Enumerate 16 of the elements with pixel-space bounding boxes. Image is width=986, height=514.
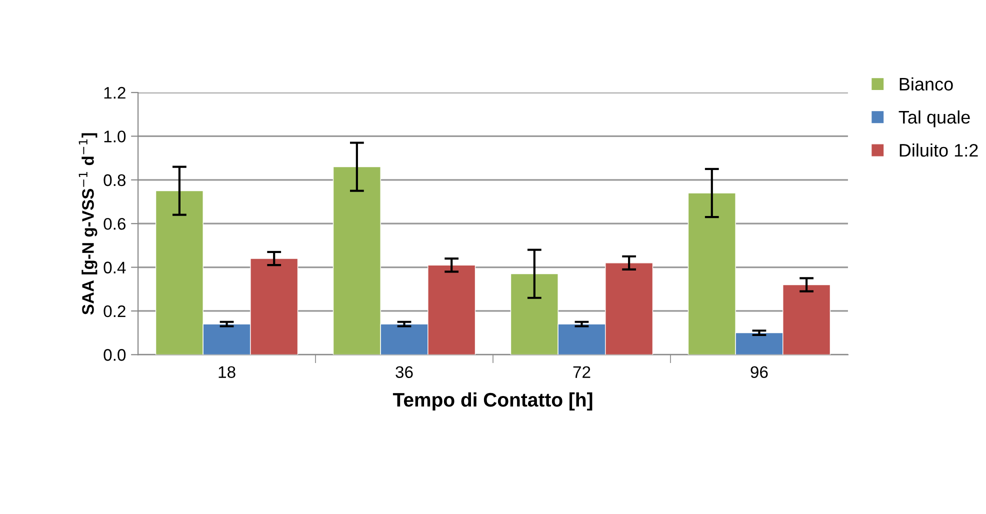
x-axis-title: Tempo di Contatto [h]	[392, 392, 592, 411]
y-tick-label: 0.8	[104, 174, 126, 186]
x-tick-label: 72	[573, 366, 590, 378]
legend-label: Bianco	[900, 77, 953, 91]
x-tick-label: 36	[396, 366, 413, 378]
y-tick-label: 0.0	[104, 349, 126, 361]
y-tick-label: 1.2	[104, 86, 126, 99]
y-tick-label: 0.6	[104, 218, 126, 230]
x-tick-label: 96	[750, 366, 768, 378]
y-tick-label: 1.0	[104, 130, 126, 142]
y-axis-title: SAA [g-N g-VSS$^{−1}$ d$^{−1}$]	[78, 133, 98, 315]
y-tick-label: 0.4	[104, 262, 126, 274]
legend-label: Tal quale	[898, 110, 970, 128]
x-tick-label: 18	[218, 366, 236, 378]
y-tick-label: 0.2	[104, 305, 126, 318]
legend-label: Diluito 1:2	[900, 143, 978, 157]
